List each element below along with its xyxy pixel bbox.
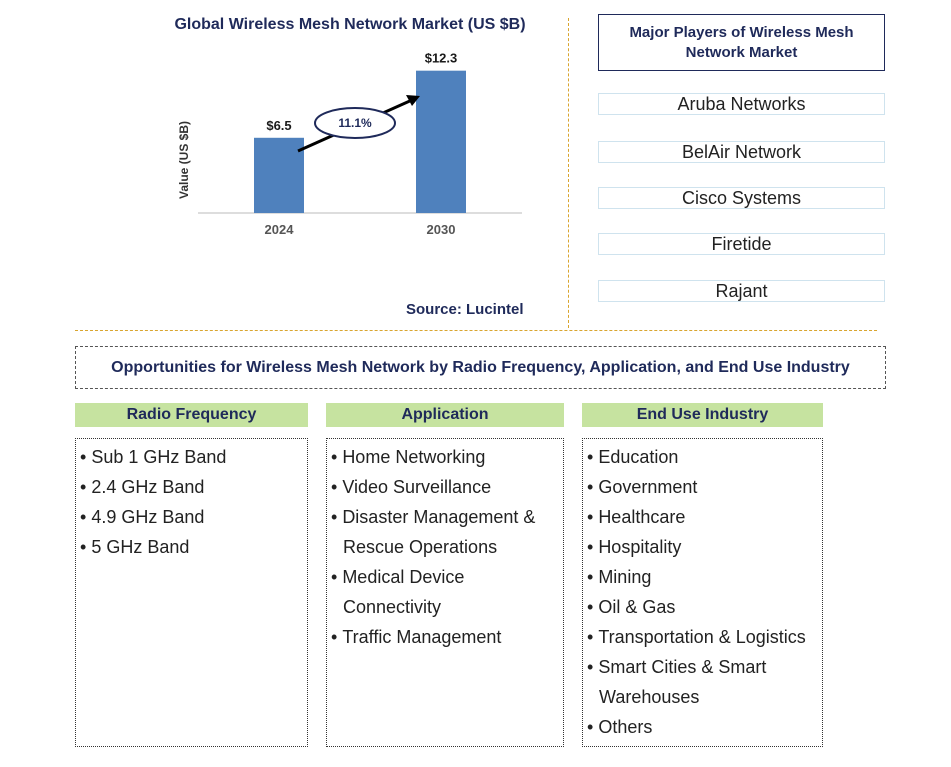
- players-title: Major Players of Wireless Mesh Network M…: [598, 14, 885, 71]
- list-item: Education: [587, 442, 822, 472]
- cagr-label: 11.1%: [338, 116, 372, 130]
- list-item: 2.4 GHz Band: [80, 472, 307, 502]
- bar-chart: Value (US $B) $6.5 2024 $12.3 2030 11.1%: [177, 51, 522, 237]
- list-item: 4.9 GHz Band: [80, 502, 307, 532]
- list-item: Traffic Management: [331, 622, 563, 652]
- value-label: $6.5: [266, 118, 291, 133]
- end-use-industry-list: Education Government Healthcare Hospital…: [582, 438, 823, 747]
- bar-2030: [416, 70, 466, 213]
- vertical-divider: [568, 18, 569, 328]
- cagr-ellipse: [314, 107, 396, 139]
- x-tick-label: 2024: [265, 222, 295, 237]
- player-item: BelAir Network: [598, 141, 885, 163]
- player-item: Cisco Systems: [598, 187, 885, 209]
- list-item: Others: [587, 712, 822, 742]
- y-axis-label: Value (US $B): [177, 121, 191, 199]
- value-label: $12.3: [425, 51, 458, 66]
- player-item: Aruba Networks: [598, 93, 885, 115]
- application-header: Application: [326, 403, 564, 427]
- chart-title: Global Wireless Mesh Network Market (US …: [174, 16, 526, 33]
- list-item: Disaster Management &Rescue Operations: [331, 502, 563, 562]
- source-label: Source: Lucintel: [406, 301, 524, 318]
- list-item: Sub 1 GHz Band: [80, 442, 307, 472]
- list-item: 5 GHz Band: [80, 532, 307, 562]
- player-item: Firetide: [598, 233, 885, 255]
- list-item: Home Networking: [331, 442, 563, 472]
- bar-2024: [254, 137, 304, 213]
- horizontal-divider: [75, 330, 877, 331]
- list-item: Oil & Gas: [587, 592, 822, 622]
- list-item: Government: [587, 472, 822, 502]
- opportunities-title: Opportunities for Wireless Mesh Network …: [75, 346, 886, 389]
- list-item: Hospitality: [587, 532, 822, 562]
- radio-frequency-list: Sub 1 GHz Band 2.4 GHz Band 4.9 GHz Band…: [75, 438, 308, 747]
- radio-frequency-header: Radio Frequency: [75, 403, 308, 427]
- application-list: Home Networking Video Surveillance Disas…: [326, 438, 564, 747]
- list-item: Transportation & Logistics: [587, 622, 822, 652]
- end-use-industry-header: End Use Industry: [582, 403, 823, 427]
- cagr-arrow-head: [406, 95, 420, 106]
- list-item: Healthcare: [587, 502, 822, 532]
- list-item: Mining: [587, 562, 822, 592]
- x-tick-label: 2030: [427, 222, 456, 237]
- player-item: Rajant: [598, 280, 885, 302]
- list-item: Video Surveillance: [331, 472, 563, 502]
